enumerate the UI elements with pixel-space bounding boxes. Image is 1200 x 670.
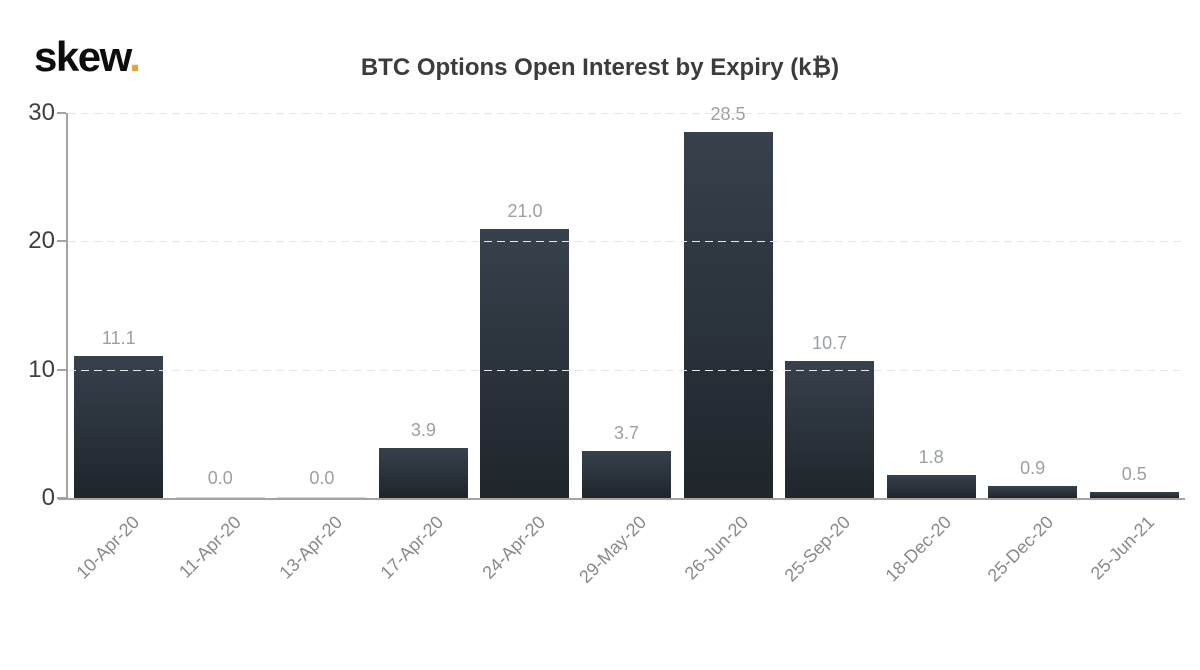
bar-13-Apr-20[interactable] bbox=[277, 497, 367, 498]
bar-25-Dec-20[interactable] bbox=[988, 486, 1078, 498]
x-tick-label: 25-Sep-20 bbox=[780, 512, 854, 586]
gridline-y-20 bbox=[68, 241, 1185, 243]
bar-column: 28.5 26-Jun-20 bbox=[677, 104, 779, 583]
y-tick-0 bbox=[57, 497, 66, 499]
gridline-y-30 bbox=[68, 113, 1185, 114]
y-tick-10 bbox=[57, 368, 66, 371]
plot-area: 11.1 10-Apr-20 0.0 11-Apr-20 0.0 13-Apr-20 3.9… bbox=[28, 101, 1185, 587]
bar-11-Apr-20[interactable] bbox=[175, 497, 265, 498]
bar-25-Sep-20[interactable] bbox=[785, 360, 875, 498]
x-tick-label: 18-Dec-20 bbox=[881, 512, 956, 586]
bar-value-label: 10.7 bbox=[812, 332, 848, 353]
bar-value-label: 11.1 bbox=[101, 327, 136, 348]
x-tick-label: 24-Apr-20 bbox=[478, 512, 550, 583]
bar-value-label: 3.7 bbox=[613, 422, 640, 443]
x-tick-label: 25-Dec-20 bbox=[983, 512, 1057, 586]
bar-value-label: 1.8 bbox=[918, 446, 944, 467]
x-tick-label: 17-Apr-20 bbox=[376, 512, 448, 583]
bar-column: 3.7 29-May-20 bbox=[576, 113, 678, 587]
bar-column: 0.0 13-Apr-20 bbox=[271, 113, 373, 583]
bar-value-label: 3.9 bbox=[410, 419, 436, 440]
bar-value-label: 0.0 bbox=[207, 468, 233, 488]
x-tick-label: 25-Jun-21 bbox=[1086, 512, 1159, 584]
skew-logo: skew. bbox=[34, 33, 141, 80]
y-tick-label-0: 0 bbox=[41, 484, 55, 511]
bar-column: 0.9 25-Dec-20 bbox=[982, 113, 1084, 586]
bar-24-Apr-20[interactable] bbox=[480, 228, 570, 498]
bar-10-Apr-20[interactable] bbox=[74, 355, 164, 498]
bar-column: 3.9 17-Apr-20 bbox=[373, 113, 475, 583]
bar-value-label: 21.0 bbox=[507, 200, 543, 221]
bar-column: 0.0 11-Apr-20 bbox=[170, 113, 272, 582]
bar-value-label: 0.0 bbox=[309, 468, 335, 488]
y-axis-line bbox=[66, 113, 68, 498]
skew-logo-dot: . bbox=[129, 33, 141, 80]
chart-title: BTC Options Open Interest by Expiry (k₿) bbox=[360, 54, 840, 81]
x-tick-label: 10-Apr-20 bbox=[72, 512, 143, 583]
bar-29-May-20[interactable] bbox=[582, 450, 671, 498]
x-axis-line bbox=[58, 498, 1185, 500]
y-tick-label-20: 20 bbox=[28, 227, 55, 255]
bar-column: 10.7 25-Sep-20 bbox=[779, 113, 881, 586]
y-tick-label-30: 30 bbox=[28, 99, 55, 126]
bar-column: 21.0 24-Apr-20 bbox=[474, 113, 576, 583]
y-tick-label-10: 10 bbox=[28, 355, 55, 383]
bar-25-Jun-21[interactable] bbox=[1089, 491, 1179, 498]
bar-column: 11.1 10-Apr-20 bbox=[68, 113, 170, 583]
bar-value-label: 0.9 bbox=[1020, 458, 1046, 479]
x-tick-label: 26-Jun-20 bbox=[680, 512, 753, 584]
bar-18-Dec-20[interactable] bbox=[886, 474, 976, 498]
bar-column: 0.5 25-Jun-21 bbox=[1083, 113, 1185, 583]
bar-value-label: 0.5 bbox=[1121, 463, 1147, 484]
bar-17-Apr-20[interactable] bbox=[378, 447, 468, 498]
y-tick-20 bbox=[57, 240, 66, 243]
bar-value-label: 28.5 bbox=[710, 104, 746, 125]
x-tick-label: 13-Apr-20 bbox=[275, 512, 347, 583]
bar-column: 1.8 18-Dec-20 bbox=[880, 113, 982, 586]
y-tick-30 bbox=[57, 112, 66, 114]
x-tick-label: 11-Apr-20 bbox=[174, 512, 245, 582]
x-tick-label: 29-May-20 bbox=[575, 512, 651, 587]
gridline-y-10 bbox=[68, 369, 1185, 371]
skew-logo-text: skew bbox=[34, 33, 131, 80]
bars-container: 11.1 10-Apr-20 0.0 11-Apr-20 0.0 13-Apr-20 3.9… bbox=[68, 104, 1185, 587]
bar-26-Jun-20[interactable] bbox=[683, 132, 773, 498]
